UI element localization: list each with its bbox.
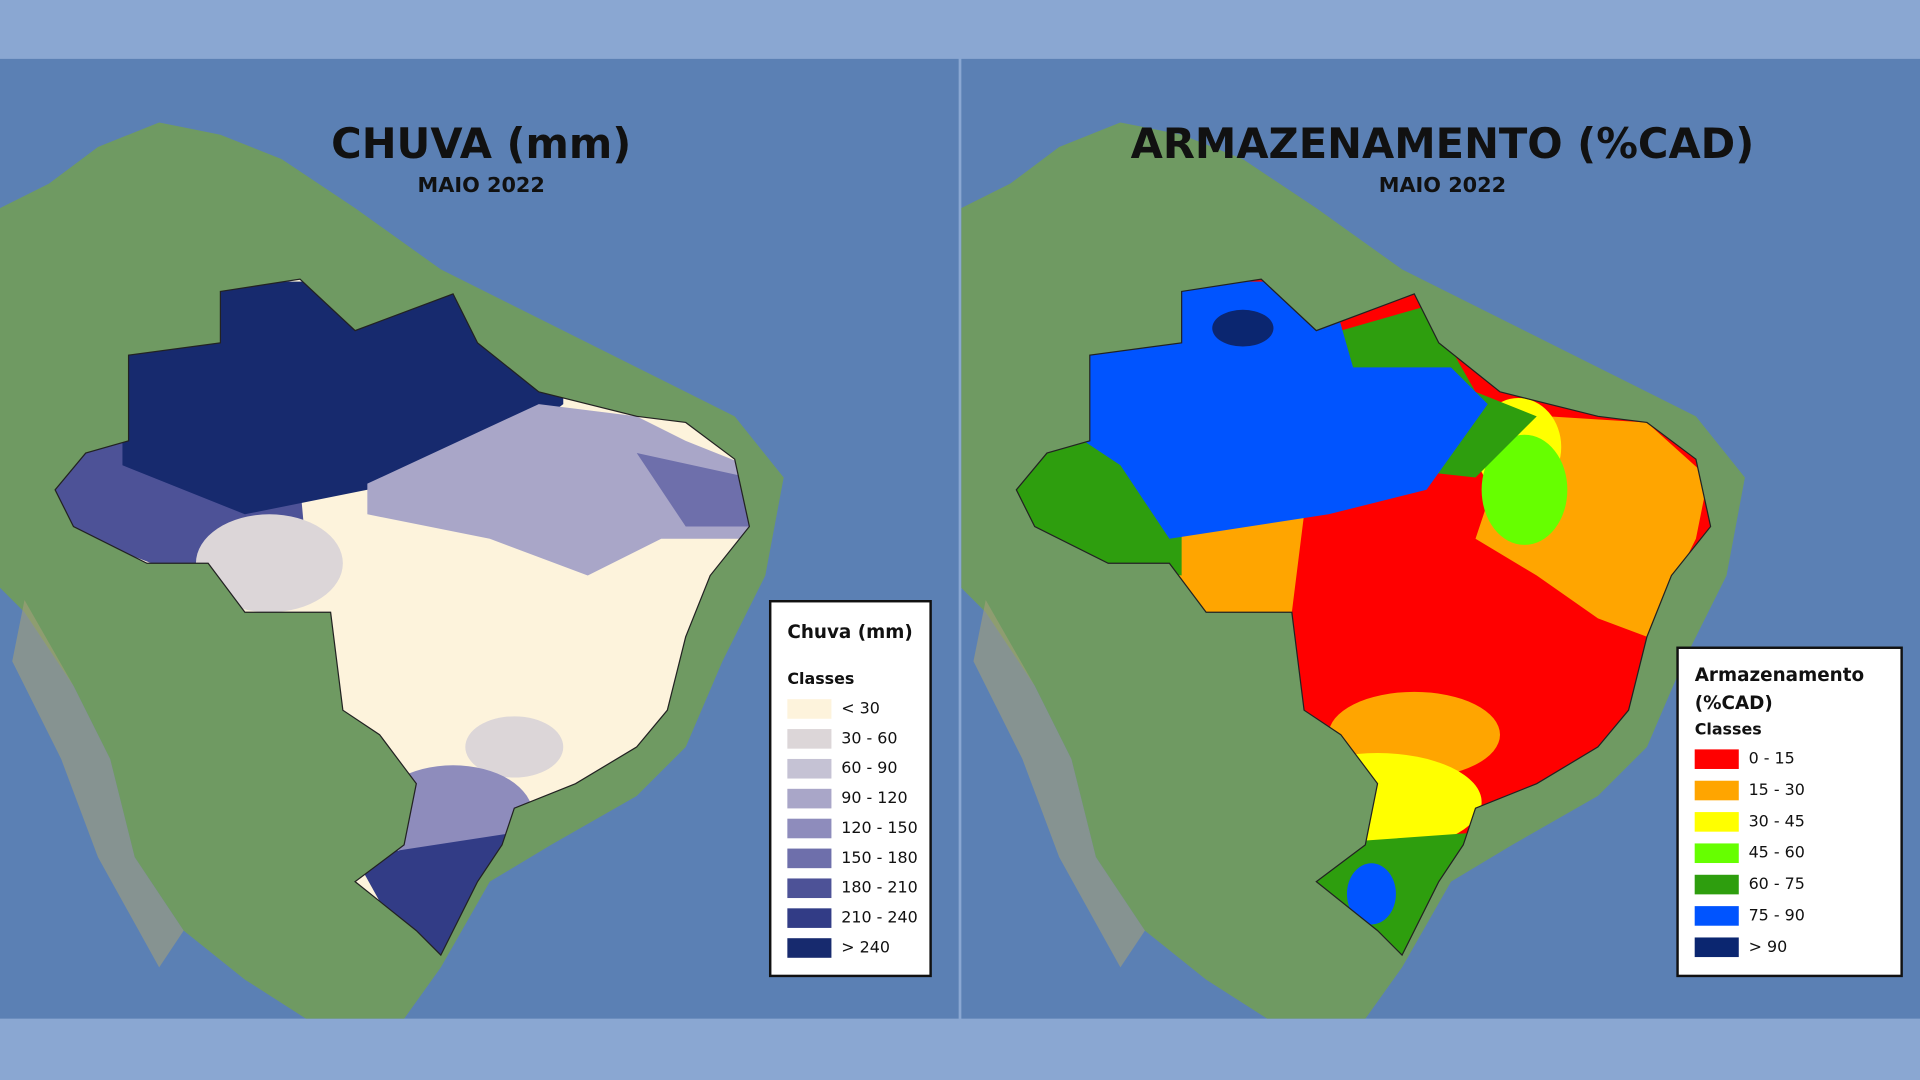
class-region [1157,514,1305,613]
brazil-outline [54,278,751,957]
legend-label: 60 - 75 [1749,874,1805,893]
legend-swatch [1694,843,1739,864]
legend-swatch [1694,812,1739,832]
andes [12,600,184,968]
legend-label: 90 - 120 [841,788,907,807]
legend: Chuva (mm) Classes < 30 30 - 60 60 - 90 90 - … [768,600,932,978]
legend-label: < 30 [841,698,880,717]
map-subtitle: MAIO 2022 [1379,173,1506,197]
map-panel [0,58,959,1019]
class-region [1346,863,1396,925]
legend-label: 30 - 60 [841,728,897,747]
class-region [1481,434,1568,545]
legend-swatch [787,729,832,749]
legend-swatch [787,758,832,779]
class-region [636,453,750,527]
class-region [367,404,750,576]
legend-swatch [787,878,832,899]
legend-swatch [787,938,832,958]
legend-swatch [787,699,832,719]
legend-swatch [1694,906,1739,926]
legend-swatch [787,848,832,869]
legend-subtitle: Classes [1695,719,1762,738]
legend-swatch [1694,749,1739,769]
legend-subtitle: Classes [787,669,854,688]
class-region [1083,281,1488,539]
legend-swatch [1694,874,1739,895]
class-region [1212,309,1274,347]
legend-swatch [787,818,832,839]
legend-label: 210 - 240 [841,908,918,927]
legend-title: (%CAD) [1695,693,1773,714]
legend-swatch [1694,937,1739,958]
map-title: ARMAZENAMENTO (%CAD) [1131,119,1755,168]
legend-label: 180 - 210 [841,878,918,897]
map-title: CHUVA (mm) [331,119,631,168]
brazil-outline [1015,278,1712,957]
class-region [465,716,564,778]
legend-label: 150 - 180 [841,848,918,867]
legend-label: > 90 [1749,937,1788,956]
legend-label: 15 - 30 [1749,780,1805,799]
legend-label: 0 - 15 [1749,749,1795,768]
legend-swatch [787,788,832,809]
legend-label: 45 - 60 [1749,843,1805,862]
legend-swatch [1694,780,1739,801]
class-region [195,514,343,613]
legend-label: 120 - 150 [841,818,918,837]
legend-label: 60 - 90 [841,758,897,777]
legend-label: > 240 [841,938,890,957]
andes [973,600,1145,968]
legend-title: Chuva (mm) [787,622,912,643]
legend-swatch [787,908,832,928]
map-subtitle: MAIO 2022 [418,173,545,197]
brazil-map [55,279,750,956]
legend-title: Armazenamento [1695,665,1864,686]
legend-label: 30 - 45 [1749,811,1805,830]
legend: Armazenamento (%CAD) Classes 0 - 15 15 - 30 3… [1676,646,1903,978]
class-regions [55,279,750,956]
legend-label: 75 - 90 [1749,905,1805,924]
